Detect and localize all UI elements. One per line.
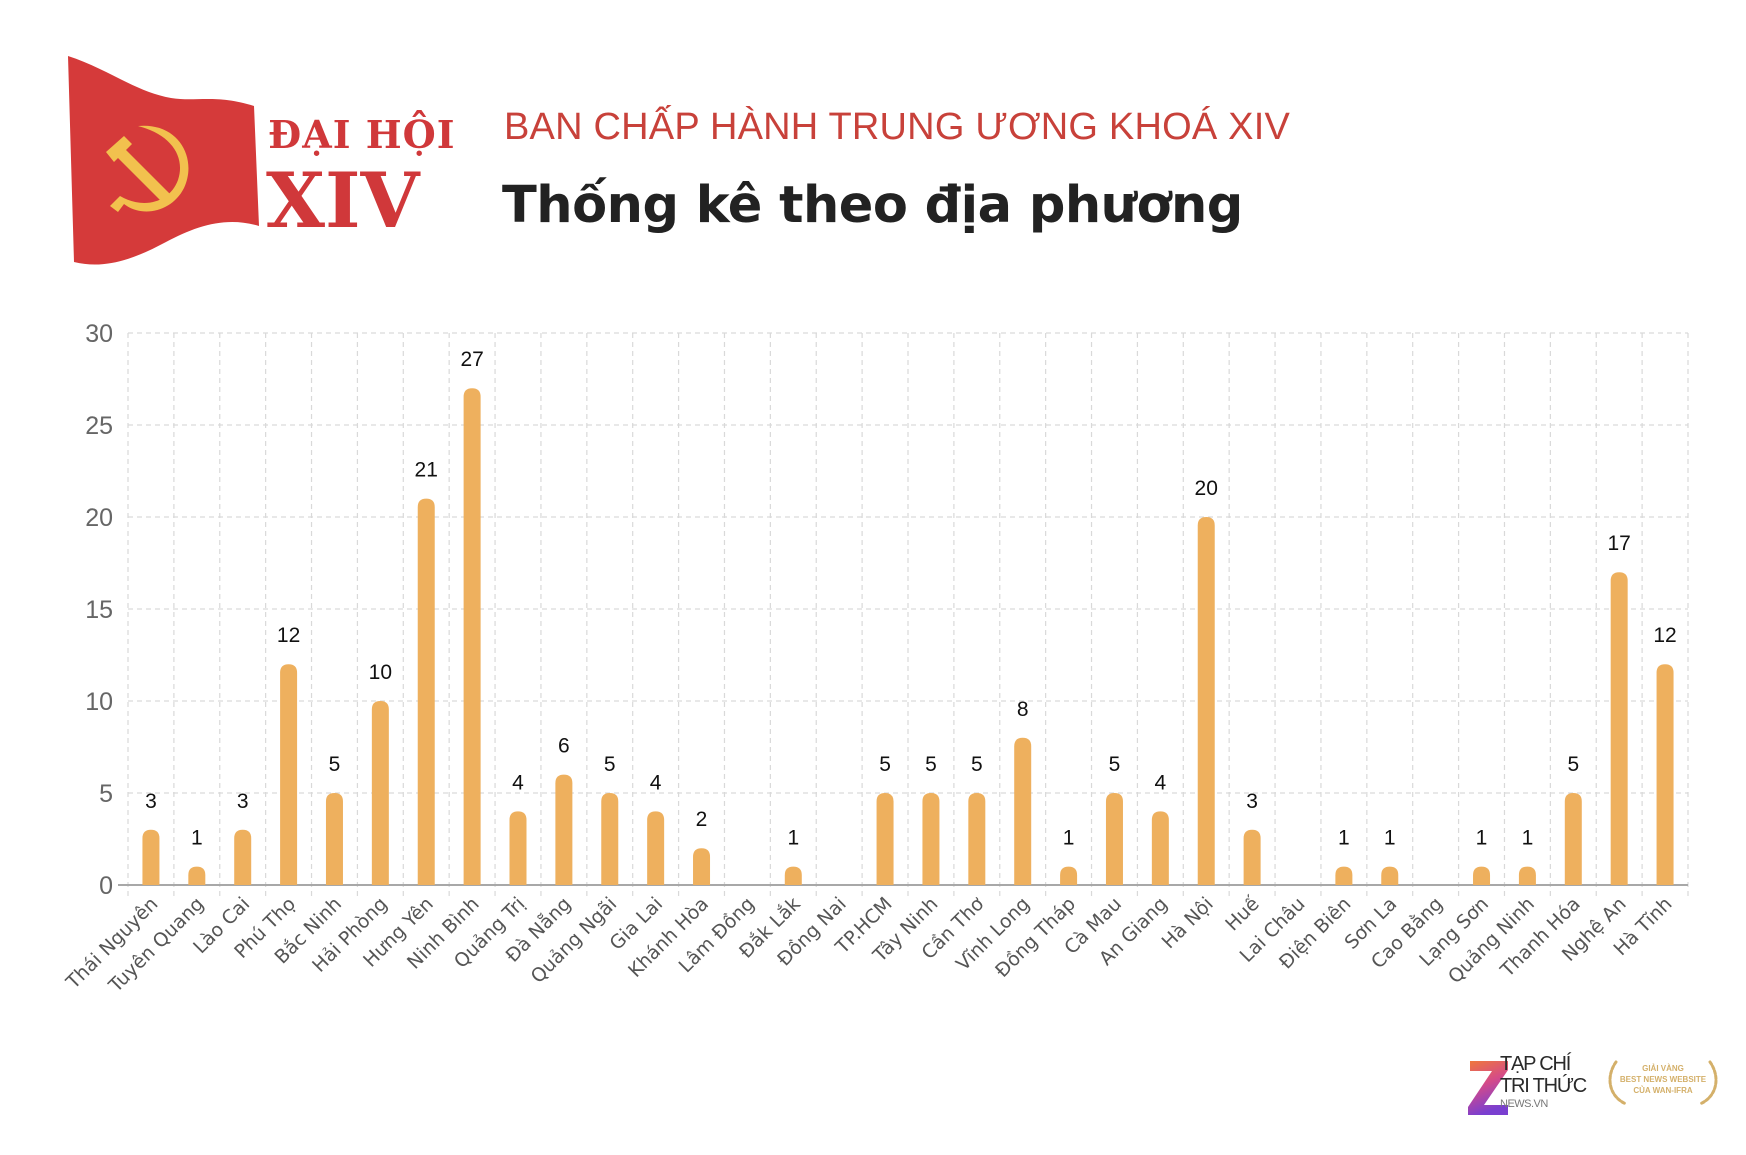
publisher-line1: TẠP CHÍ [1500, 1053, 1571, 1075]
bar-value-label: 1 [1338, 827, 1350, 850]
bar [922, 793, 940, 885]
bar [1105, 793, 1123, 885]
bar [968, 793, 986, 885]
bar-value-label: 4 [512, 771, 524, 794]
chart-subtitle: BAN CHẤP HÀNH TRUNG ƯƠNG KHOÁ XIV [504, 106, 1291, 148]
flag-icon [68, 56, 259, 265]
bar [784, 866, 802, 885]
award-line3: CỦA WAN-IFRA [1633, 1086, 1693, 1095]
bar [601, 793, 619, 885]
bar [1335, 866, 1353, 885]
bar-value-label: 27 [460, 348, 483, 371]
bar-value-label: 3 [145, 790, 157, 813]
bar [1473, 866, 1491, 885]
bar-value-label: 4 [650, 771, 662, 794]
bar-value-label: 12 [1653, 624, 1676, 647]
bar-value-label: 5 [604, 753, 616, 776]
bar-value-label: 10 [369, 661, 392, 684]
bar-value-label: 8 [1017, 698, 1029, 721]
bar-value-label: 5 [971, 753, 983, 776]
bar [1243, 829, 1261, 885]
bar [693, 848, 711, 885]
bar-value-label: 5 [925, 753, 937, 776]
bar-value-label: 3 [1246, 790, 1258, 813]
bar-value-label: 1 [1384, 827, 1396, 850]
y-tick-label: 30 [85, 320, 113, 348]
y-tick-label: 10 [85, 688, 113, 716]
bar-value-label: 17 [1607, 532, 1630, 555]
bar [234, 829, 252, 885]
znews-z-logo-icon [1468, 1061, 1508, 1115]
bar [555, 774, 573, 885]
bar [1381, 866, 1399, 885]
bar [188, 866, 206, 885]
bar [1518, 866, 1536, 885]
bar [509, 811, 527, 885]
bar-value-label: 5 [329, 753, 341, 776]
bar-value-label: 1 [191, 827, 203, 850]
grid-lines [118, 332, 1689, 899]
bar-value-label: 3 [237, 790, 249, 813]
bar-value-label: 2 [696, 808, 708, 831]
bar [417, 498, 435, 885]
y-tick-label: 5 [99, 780, 113, 808]
y-tick-label: 25 [85, 412, 113, 440]
bar-value-label: 20 [1195, 477, 1218, 500]
logo-text-xiv: XIV [266, 156, 420, 245]
bar-value-label: 1 [1522, 827, 1534, 850]
chart-title: Thống kê theo địa phương [502, 176, 1243, 235]
y-axis-ticks: 0 5 10 15 20 25 30 [85, 320, 113, 900]
y-tick-label: 0 [99, 872, 113, 900]
bar [1610, 572, 1628, 885]
bar [463, 388, 481, 885]
bar-value-label: 4 [1155, 771, 1167, 794]
y-tick-label: 15 [85, 596, 113, 624]
bar [1060, 866, 1078, 885]
bar [280, 664, 298, 885]
bar [1197, 517, 1215, 885]
bar [876, 793, 894, 885]
hammer-sickle-icon [106, 125, 189, 212]
bar [1014, 737, 1032, 885]
publisher-logo-text: TẠP CHÍ TRI THỨC NEWS.VN [1500, 1053, 1587, 1110]
bar [647, 811, 665, 885]
publisher-line2: TRI THỨC [1500, 1075, 1587, 1097]
bar [1564, 793, 1582, 885]
bar-value-label: 6 [558, 735, 570, 758]
bar-value-label: 1 [1476, 827, 1488, 850]
x-tick-label: Hà Nội [1158, 893, 1218, 953]
bar [325, 793, 343, 885]
award-text: GIẢI VÀNG BEST NEWS WEBSITE CỦA WAN-IFRA [1612, 1063, 1714, 1096]
award-line2: BEST NEWS WEBSITE [1619, 1075, 1707, 1084]
bar-value-label: 5 [1109, 753, 1121, 776]
award-line1: GIẢI VÀNG [1642, 1064, 1684, 1073]
party-flag-logo [68, 56, 259, 265]
bar [371, 701, 389, 885]
bar-value-label: 1 [787, 827, 799, 850]
bar-value-label: 5 [1567, 753, 1579, 776]
logo-text-dai-hoi: ĐẠI HỘI [268, 112, 456, 157]
bar-value-label: 21 [415, 459, 438, 482]
laurel-wreath-icon [1608, 1060, 1718, 1106]
y-tick-label: 20 [85, 504, 113, 532]
publisher-line3: NEWS.VN [1500, 1098, 1548, 1110]
bar [1151, 811, 1169, 885]
bar [142, 829, 160, 885]
bar [1656, 664, 1674, 885]
bar-value-label: 1 [1063, 827, 1075, 850]
bar-value-label: 12 [277, 624, 300, 647]
bar-value-label: 5 [879, 753, 891, 776]
